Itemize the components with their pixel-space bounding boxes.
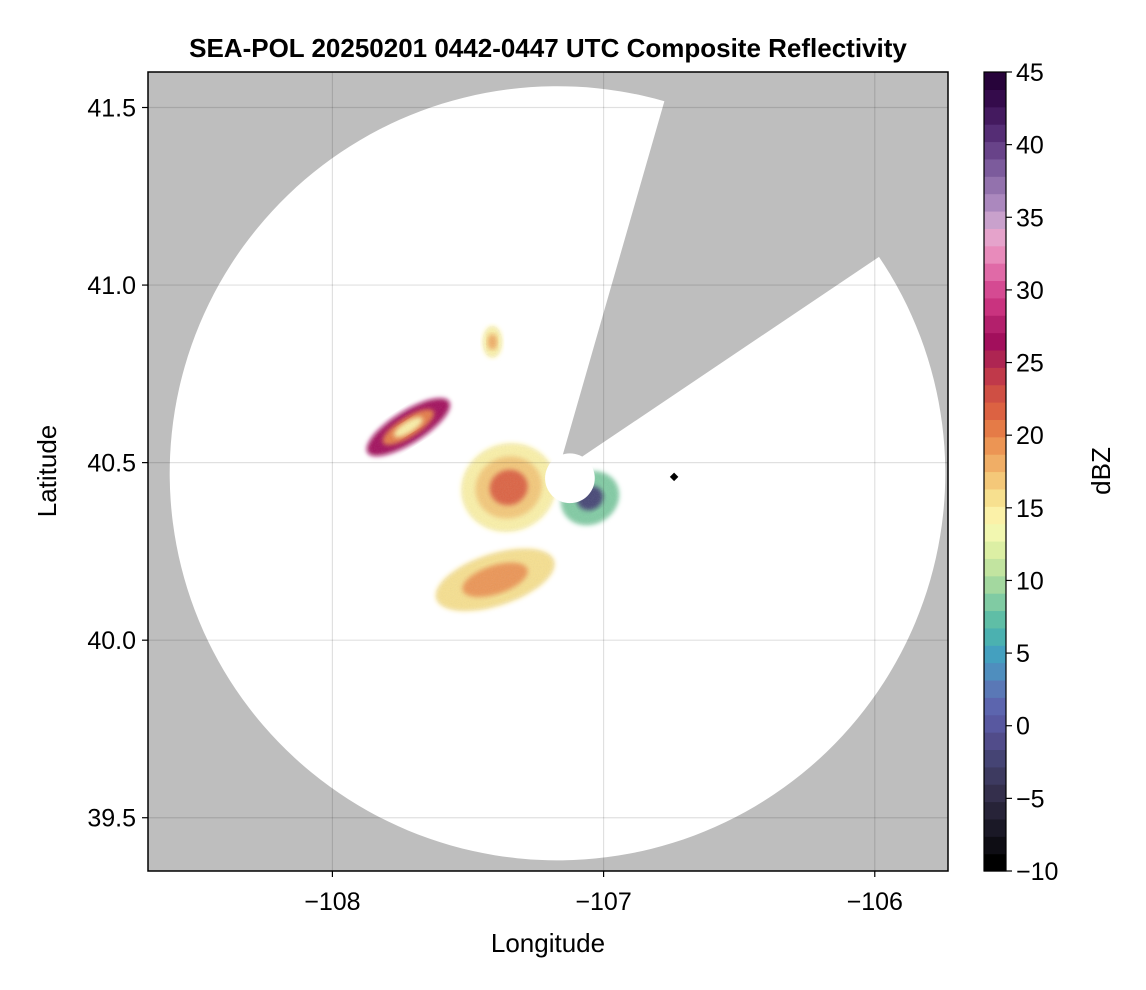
colorbar-tick-label: 5 [1016, 640, 1030, 668]
colorbar-segment [984, 158, 1006, 177]
colorbar-segment [984, 784, 1006, 803]
colorbar-segment [984, 540, 1006, 559]
colorbar-segment [984, 89, 1006, 108]
colorbar-segment [984, 245, 1006, 264]
colorbar-segment [984, 488, 1006, 507]
y-axis-label: Latitude [32, 425, 62, 518]
colorbar-segment [984, 818, 1006, 837]
colorbar-segment [984, 402, 1006, 420]
x-tick-label: −107 [575, 888, 631, 916]
colorbar-tick-label: 0 [1016, 713, 1030, 741]
colorbar-tick-label: 40 [1016, 132, 1044, 160]
colorbar-segment [984, 176, 1006, 195]
radar-inner-gap [545, 453, 595, 504]
colorbar-segment [984, 836, 1006, 855]
y-tick-label: 41.0 [87, 272, 136, 300]
y-tick-label: 40.5 [87, 450, 136, 478]
colorbar-segment [984, 210, 1006, 229]
colorbar-segment [984, 193, 1006, 212]
plot-frame [147, 71, 949, 872]
colorbar-segment [984, 263, 1006, 282]
colorbar-segment [984, 801, 1006, 820]
colorbar-tick-label: 35 [1016, 204, 1044, 232]
echo-southern-echo [435, 548, 555, 612]
colorbar-segment [984, 436, 1006, 455]
colorbar-segment [984, 297, 1006, 316]
colorbar-segment [984, 454, 1006, 473]
colorbar-segment [984, 349, 1006, 368]
y-tick-label: 41.5 [87, 95, 136, 123]
grid-lines [148, 72, 948, 871]
colorbar-tick-label: −10 [1016, 858, 1058, 886]
colorbar-tick-label: 30 [1016, 277, 1044, 305]
echo-small-northern-cell [482, 325, 503, 358]
colorbar-segment [984, 714, 1006, 733]
colorbar-segment [984, 523, 1006, 542]
reflectivity-echoes [366, 325, 679, 612]
colorbar-segment [984, 853, 1006, 872]
y-tick-label: 40.0 [87, 627, 136, 655]
colorbar-segment [984, 645, 1006, 664]
colorbar-segment [984, 766, 1006, 785]
colorbar-segment [984, 627, 1006, 646]
colorbar-segment [984, 697, 1006, 716]
colorbar-segment [984, 106, 1006, 125]
colorbar-segment [984, 367, 1006, 386]
colorbar-segment [984, 593, 1006, 612]
colorbar-segment [984, 749, 1006, 768]
colorbar-segment [984, 732, 1006, 751]
colorbar-tick-label: 20 [1016, 422, 1044, 450]
colorbar-segment [984, 471, 1006, 490]
y-tick-label: 39.5 [87, 805, 136, 833]
x-tick-label: −106 [847, 888, 903, 916]
colorbar-frame [983, 71, 1007, 872]
colorbar-segment [984, 558, 1006, 577]
colorbar-tick-label: 15 [1016, 495, 1044, 523]
echo-northwest-cell [366, 398, 450, 456]
x-tick-label: −108 [304, 888, 360, 916]
colorbar-tick-label: 45 [1016, 59, 1044, 87]
y-axis-ticks: 39.5 40.0 40.5 41.0 41.5 [87, 95, 148, 833]
echo-isolated-point [669, 472, 679, 482]
colorbar-segment [984, 228, 1006, 247]
colorbar-segment [984, 141, 1006, 160]
colorbar-segment [984, 419, 1006, 438]
colorbar-label: dBZ [1086, 447, 1116, 495]
colorbar-segment [984, 575, 1006, 594]
colorbar-segment [984, 506, 1006, 525]
colorbar-segment [984, 679, 1006, 698]
x-axis-label: Longitude [491, 928, 605, 958]
colorbar-segment [984, 315, 1006, 334]
x-axis-ticks: −108 −107 −106 [304, 871, 903, 916]
colorbar-tick-label: 25 [1016, 350, 1044, 378]
colorbar-segment [984, 662, 1006, 681]
colorbar-segment [984, 384, 1006, 403]
colorbar-tick-label: −5 [1016, 785, 1045, 813]
colorbar-segment [984, 332, 1006, 351]
colorbar-segment [984, 72, 1006, 90]
colorbar: −10 −5 0 5 10 15 20 25 30 35 40 45 [983, 59, 1058, 886]
colorbar-tick-label: 10 [1016, 567, 1044, 595]
colorbar-segment [984, 610, 1006, 629]
colorbar-segment [984, 280, 1006, 299]
plot-area [148, 72, 948, 871]
echo-central-echo [461, 442, 557, 532]
chart-title: SEA-POL 20250201 0442-0447 UTC Composite… [189, 33, 907, 63]
colorbar-segment [984, 124, 1006, 143]
